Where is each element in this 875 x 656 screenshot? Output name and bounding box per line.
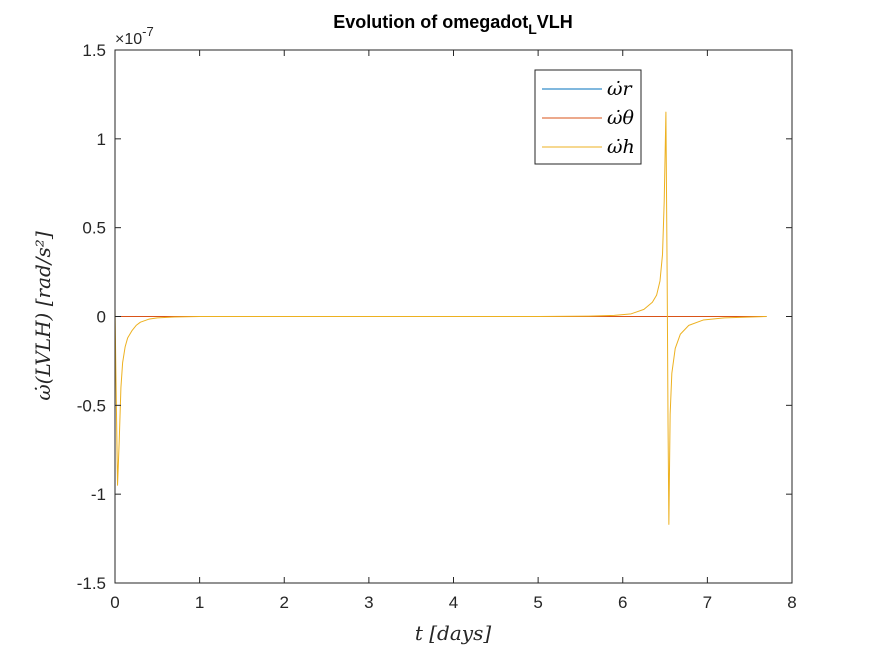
series-line-2 [114,111,767,525]
y-tick-label: -1.5 [77,574,106,593]
legend-entries: ω̇r ω̇θ ω̇h [542,78,635,158]
x-tick-label: 5 [533,593,542,612]
title-subscript: L [528,21,537,37]
x-axis-label: t [days] [415,621,491,645]
x-tick-label: 4 [449,593,458,612]
legend: ω̇r ω̇θ ω̇h [534,69,642,165]
x-tick-label: 2 [280,593,289,612]
legend-label-0: ω̇r [607,78,633,100]
ticks-layer: 0 1 2 3 4 5 6 7 8 -1.5 -1 -0.5 0 0.5 1 1.5 [77,41,797,612]
y-exponent-power: -7 [142,24,154,39]
y-axis-label: ω̇(LVLH) [rad/s²] [31,231,55,400]
y-exponent: ×10-7 [115,24,154,48]
series-layer [114,111,767,525]
legend-box [534,69,642,165]
y-tick-label: 0 [97,308,106,327]
y-tick-label: -1 [91,485,106,504]
y-tick-label: 0.5 [82,219,106,238]
x-tick-label: 3 [364,593,373,612]
x-tick-label: 6 [618,593,627,612]
legend-label-2: ω̇h [607,136,635,158]
y-tick-label: -0.5 [77,396,106,415]
y-tick-label: 1 [97,130,106,149]
chart-title: Evolution of omegadotLVLH [333,12,573,37]
x-tick-label: 1 [195,593,204,612]
x-tick-label: 8 [787,593,796,612]
y-tick-label: 1.5 [82,41,106,60]
x-tick-label: 7 [703,593,712,612]
legend-label-1: ω̇θ [607,107,634,129]
title-tail: VLH [537,12,573,32]
x-tick-label: 0 [110,593,119,612]
